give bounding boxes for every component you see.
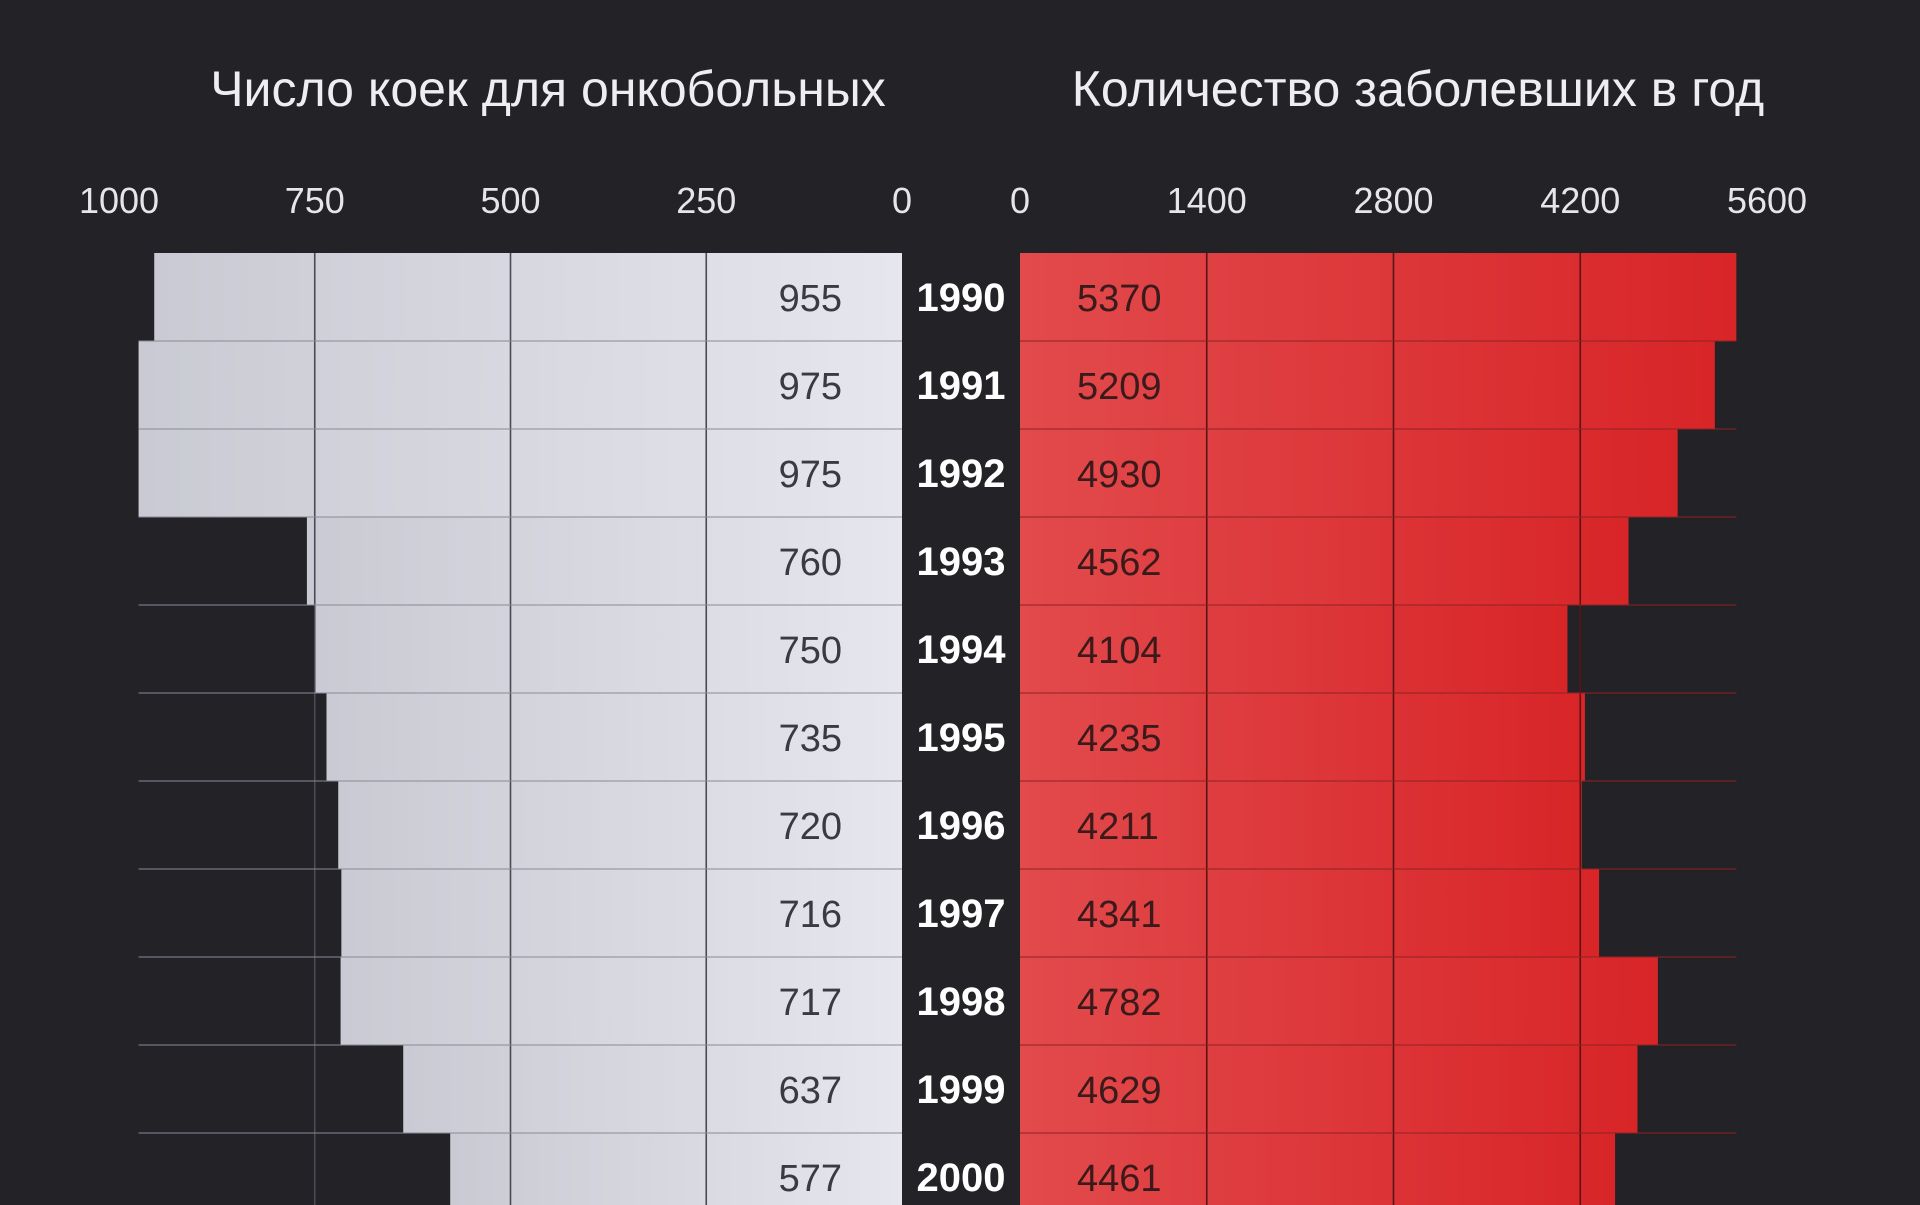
right-value-label: 4211 (1077, 806, 1159, 848)
right-gridlines (1020, 253, 1737, 1205)
year-label: 1997 (917, 892, 1006, 936)
left-tick-label: 0 (892, 180, 912, 221)
right-value-label: 4104 (1077, 630, 1162, 672)
year-label: 2000 (917, 1156, 1006, 1200)
left-chart-title: Число коек для онкобольных (210, 61, 886, 117)
left-bar (450, 1133, 902, 1205)
right-bar (1020, 429, 1678, 517)
left-value-label: 637 (779, 1070, 842, 1112)
left-value-label: 735 (779, 718, 842, 760)
year-label: 1998 (917, 980, 1006, 1024)
right-value-label: 4235 (1077, 718, 1162, 760)
year-label: 1992 (917, 452, 1006, 496)
right-tick-label: 0 (1010, 180, 1030, 221)
left-bar (138, 429, 902, 517)
right-value-label: 4782 (1077, 982, 1162, 1024)
year-label: 1990 (917, 276, 1006, 320)
right-bar (1020, 693, 1585, 781)
left-value-label: 716 (779, 894, 842, 936)
left-axis-ticks: 1000 750 500 250 0 (79, 180, 912, 221)
left-tick-label: 250 (676, 180, 736, 221)
right-bar (1020, 781, 1582, 869)
year-label: 1995 (917, 716, 1006, 760)
right-bar (1020, 253, 1737, 341)
right-bar (1020, 957, 1658, 1045)
left-bar (306, 517, 902, 605)
left-value-label: 975 (779, 366, 842, 408)
right-axis-ticks: 0 1400 2800 4200 5600 (1010, 180, 1807, 221)
left-bar (314, 605, 902, 693)
left-bar (340, 957, 902, 1045)
right-bar (1020, 869, 1600, 957)
bar-labels-group: 955 1990 5370 975 1991 5209 975 1992 4930 760 1993… (779, 276, 1162, 1200)
right-value-label: 4930 (1077, 454, 1162, 496)
year-label: 1999 (917, 1068, 1006, 1112)
right-bar (1020, 1045, 1638, 1133)
left-bars-group (138, 253, 903, 1205)
left-value-label: 760 (779, 542, 842, 584)
right-value-label: 4341 (1077, 894, 1162, 936)
right-value-label: 4461 (1077, 1158, 1162, 1200)
left-bar (138, 341, 902, 429)
right-tick-label: 1400 (1167, 180, 1247, 221)
year-label: 1996 (917, 804, 1006, 848)
year-label: 1994 (917, 628, 1007, 672)
right-value-label: 4629 (1077, 1070, 1162, 1112)
right-bar (1020, 517, 1629, 605)
left-value-label: 577 (779, 1158, 842, 1200)
right-tick-label: 5600 (1727, 180, 1807, 221)
left-tick-label: 1000 (79, 180, 159, 221)
left-tick-label: 500 (480, 180, 540, 221)
left-value-label: 750 (779, 630, 842, 672)
right-value-label: 5209 (1077, 366, 1162, 408)
right-tick-label: 2800 (1353, 180, 1433, 221)
right-value-label: 4562 (1077, 542, 1162, 584)
right-bars-group (1020, 253, 1737, 1205)
year-label: 1991 (917, 364, 1006, 408)
right-tick-label: 4200 (1540, 180, 1620, 221)
right-bar (1020, 605, 1568, 693)
left-value-label: 717 (779, 982, 842, 1024)
right-value-label: 5370 (1077, 278, 1162, 320)
left-value-label: 720 (779, 806, 842, 848)
right-bar (1020, 341, 1715, 429)
right-chart-title: Количество заболевших в год (1072, 61, 1764, 117)
left-bar (326, 693, 902, 781)
left-value-label: 955 (779, 278, 842, 320)
left-value-label: 975 (779, 454, 842, 496)
left-bar (338, 781, 902, 869)
right-bar (1020, 1133, 1616, 1205)
left-bar (341, 869, 902, 957)
left-bar (403, 1045, 902, 1133)
year-label: 1993 (917, 540, 1006, 584)
left-tick-label: 750 (285, 180, 345, 221)
left-bar (154, 253, 903, 341)
left-gridlines (138, 253, 902, 1205)
